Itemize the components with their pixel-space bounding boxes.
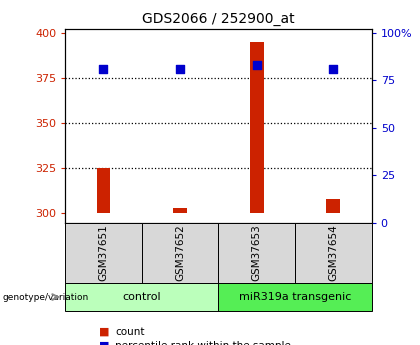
Text: control: control — [123, 292, 161, 302]
Text: GSM37654: GSM37654 — [328, 224, 339, 281]
Title: GDS2066 / 252900_at: GDS2066 / 252900_at — [142, 11, 295, 26]
Point — [177, 66, 184, 72]
Text: ■: ■ — [99, 327, 109, 337]
Text: count: count — [116, 327, 145, 337]
Text: GSM37651: GSM37651 — [98, 224, 108, 281]
Bar — [173, 208, 187, 214]
Bar — [97, 168, 110, 214]
Text: ■: ■ — [99, 341, 109, 345]
Bar — [250, 42, 264, 214]
Text: genotype/variation: genotype/variation — [2, 293, 88, 302]
Text: miR319a transgenic: miR319a transgenic — [239, 292, 351, 302]
Bar — [326, 199, 340, 214]
Text: percentile rank within the sample: percentile rank within the sample — [116, 341, 291, 345]
Point — [253, 62, 260, 68]
Text: GSM37652: GSM37652 — [175, 224, 185, 281]
Point — [100, 66, 107, 72]
Text: GSM37653: GSM37653 — [252, 224, 262, 281]
Point — [330, 66, 337, 72]
